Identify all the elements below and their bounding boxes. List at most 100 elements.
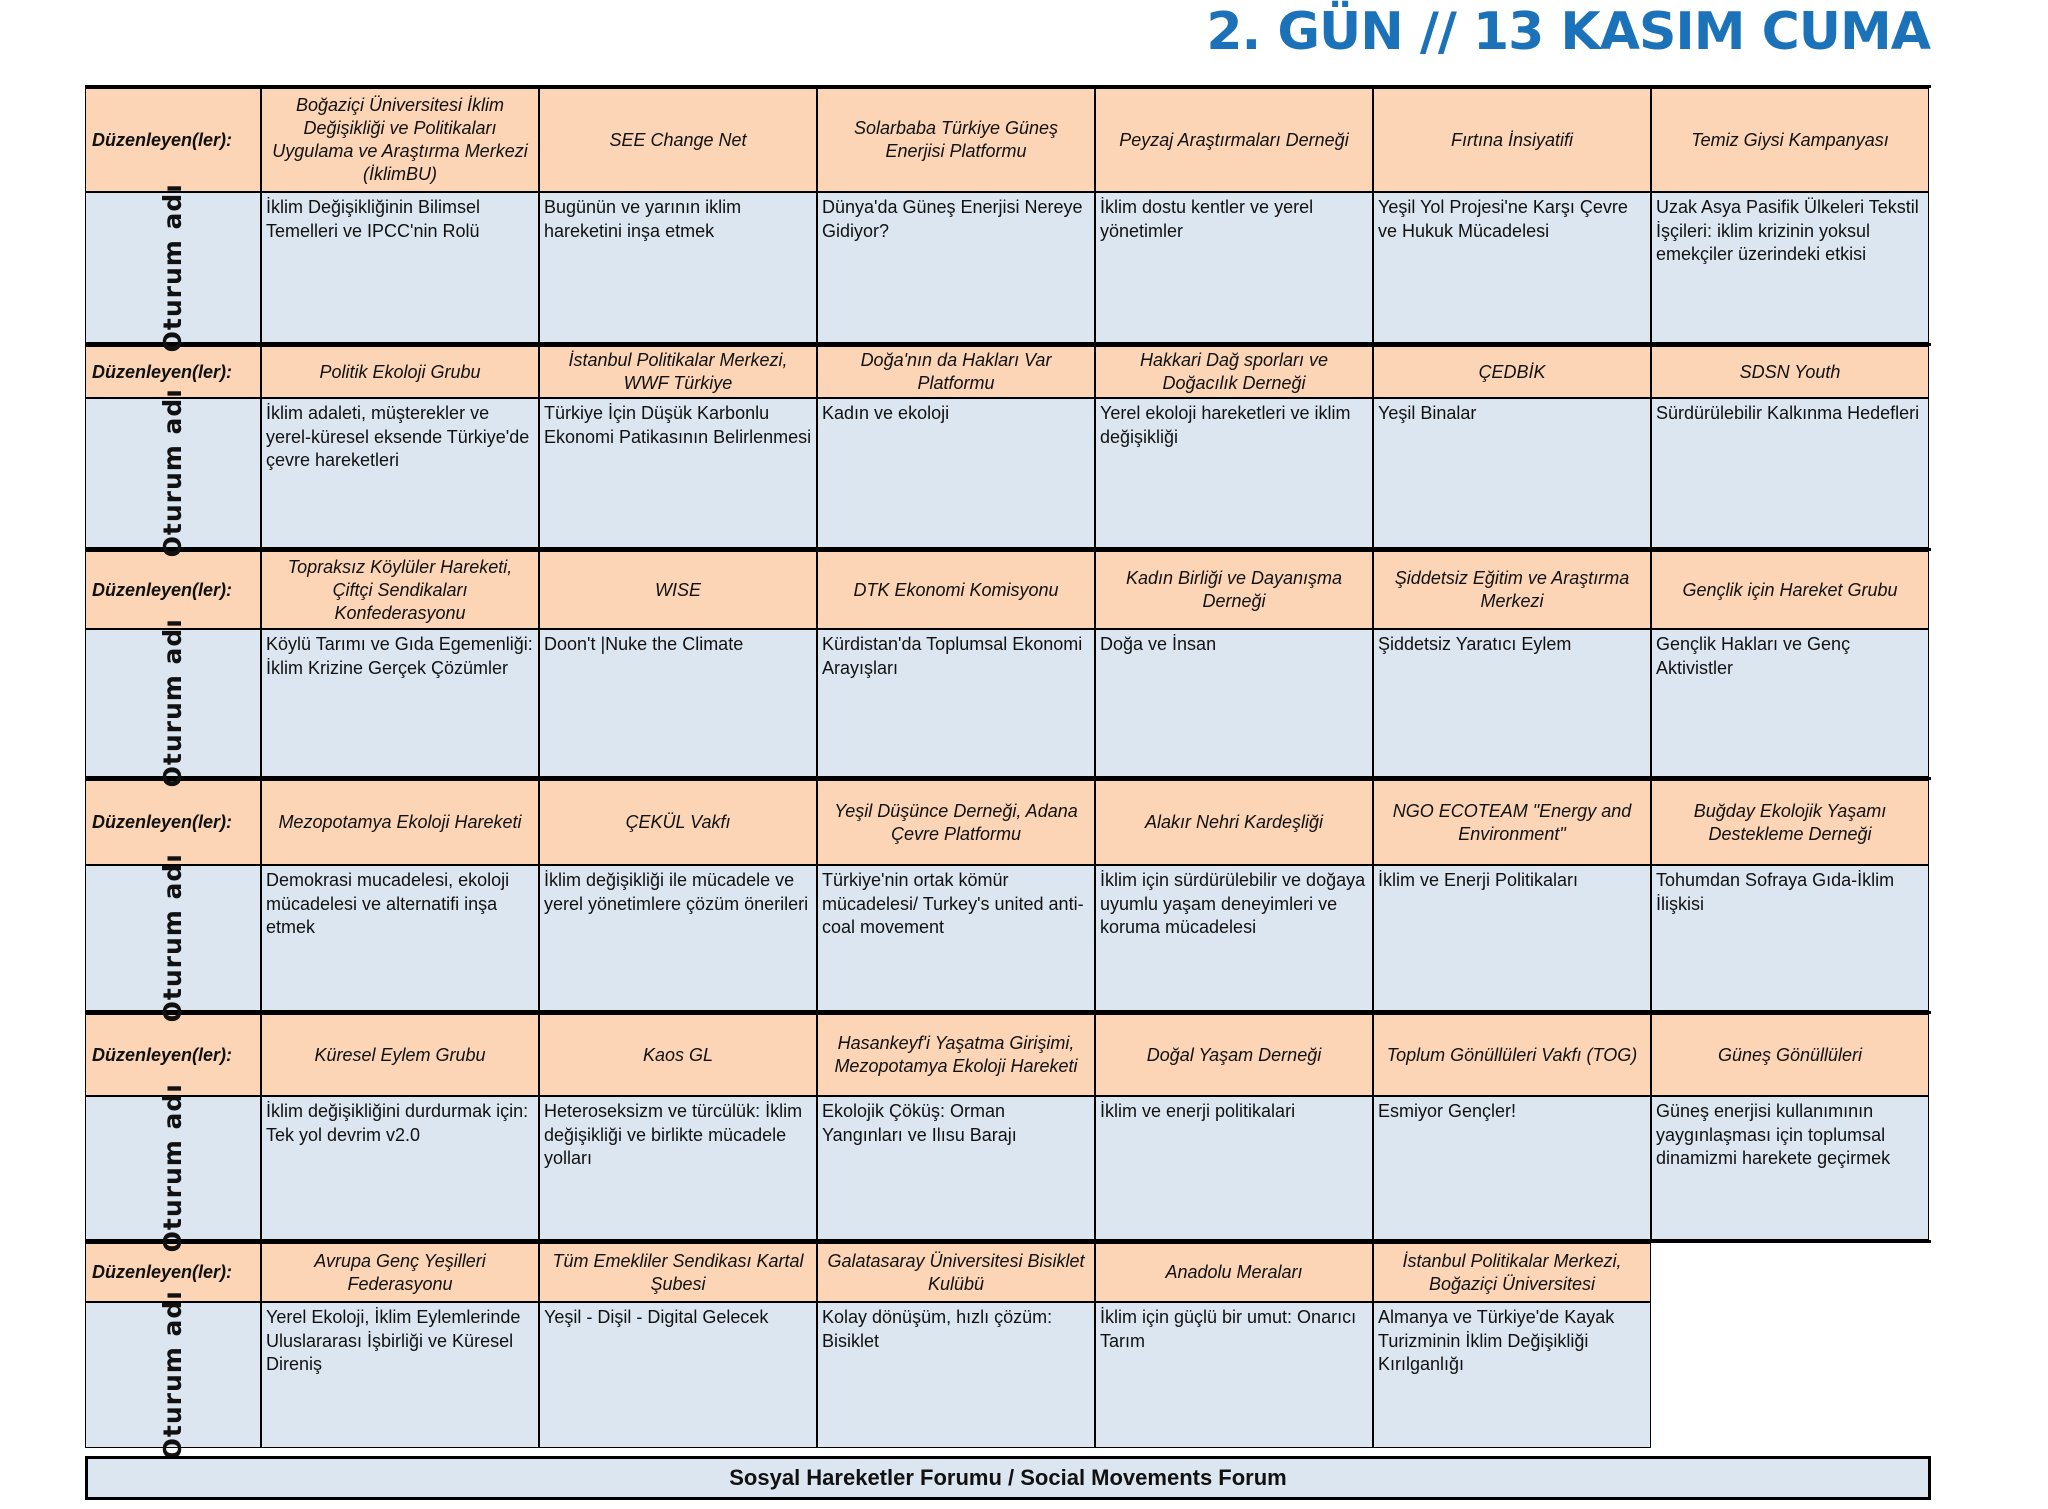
organizer-cell: Boğaziçi Üniversitesi İklim Değişikliği … bbox=[261, 88, 539, 192]
page-title: 2. GÜN // 13 KASIM CUMA bbox=[1206, 2, 1931, 62]
organizer-cell: Buğday Ekolojik Yaşamı Destekleme Derneğ… bbox=[1651, 780, 1929, 865]
session-label-text: Oturum adı bbox=[158, 853, 188, 1023]
organizer-cell: WISE bbox=[539, 551, 817, 629]
session-row: Oturum adı Yerel Ekoloji, İklim Eylemleri… bbox=[85, 1290, 1931, 1460]
organizer-cell: SEE Change Net bbox=[539, 88, 817, 192]
organizer-label: Düzenleyen(ler): bbox=[85, 780, 261, 865]
session-cell: İklim ve enerji politikalari bbox=[1095, 1096, 1373, 1240]
session-cell: Türkiye İçin Düşük Karbonlu Ekonomi Pati… bbox=[539, 398, 817, 548]
session-label-text: Oturum adı bbox=[158, 1290, 188, 1460]
session-cell: Gençlik Hakları ve Genç Aktivistler bbox=[1651, 629, 1929, 777]
session-cell: İklim adaleti, müşterekler ve yerel-küre… bbox=[261, 398, 539, 548]
organizer-label: Düzenleyen(ler): bbox=[85, 88, 261, 192]
session-cell: İklim Değişikliğinin Bilimsel Temelleri … bbox=[261, 192, 539, 343]
organizer-cell: Hasankeyf'i Yaşatma Girişimi, Mezopotamy… bbox=[817, 1014, 1095, 1096]
session-cell: Tohumdan Sofraya Gıda-İklim İlişkisi bbox=[1651, 865, 1929, 1011]
session-cell: İklim dostu kentler ve yerel yönetimler bbox=[1095, 192, 1373, 343]
organizer-cell: Solarbaba Türkiye Güneş Enerjisi Platfor… bbox=[817, 88, 1095, 192]
session-cell: İklim değişikliği ile mücadele ve yerel … bbox=[539, 865, 817, 1011]
session-row: Oturum adı İklim değişikliğini durdurmak … bbox=[85, 1083, 1931, 1253]
empty-cell bbox=[1651, 1243, 1929, 1302]
session-cell: Yeşil Binalar bbox=[1373, 398, 1651, 548]
session-cell: Yerel Ekoloji, İklim Eylemlerinde Ulusla… bbox=[261, 1302, 539, 1448]
organizer-row: Düzenleyen(ler): Avrupa Genç Yeşilleri Fe… bbox=[85, 1240, 1931, 1302]
organizer-label: Düzenleyen(ler): bbox=[85, 346, 261, 398]
organizer-row: Düzenleyen(ler): Mezopotamya Ekoloji Hare… bbox=[85, 777, 1931, 865]
session-row: Oturum adı Demokrasi mucadelesi, ekoloji … bbox=[85, 853, 1931, 1023]
organizer-cell: Yeşil Düşünce Derneği, Adana Çevre Platf… bbox=[817, 780, 1095, 865]
organizer-cell: NGO ECOTEAM "Energy and Environment" bbox=[1373, 780, 1651, 865]
organizer-cell: Galatasaray Üniversitesi Bisiklet Kulübü bbox=[817, 1243, 1095, 1302]
session-cell: Esmiyor Gençler! bbox=[1373, 1096, 1651, 1240]
session-cell: Sürdürülebilir Kalkınma Hedefleri bbox=[1651, 398, 1929, 548]
session-label: Oturum adı bbox=[85, 618, 261, 788]
session-cell: Türkiye'nin ortak kömür mücadelesi/ Turk… bbox=[817, 865, 1095, 1011]
organizer-cell: Avrupa Genç Yeşilleri Federasyonu bbox=[261, 1243, 539, 1302]
session-cell: Yeşil - Dişil - Digital Gelecek bbox=[539, 1302, 817, 1448]
session-row: Oturum adı İklim adaleti, müşterekler ve … bbox=[85, 388, 1931, 558]
session-cell: Uzak Asya Pasifik Ülkeleri Tekstil İşçil… bbox=[1651, 192, 1929, 343]
organizer-row: Düzenleyen(ler): Boğaziçi Üniversitesi İk… bbox=[85, 85, 1931, 192]
session-cell: Ekolojik Çöküş: Orman Yangınları ve Ilıs… bbox=[817, 1096, 1095, 1240]
organizer-cell: Anadolu Meraları bbox=[1095, 1243, 1373, 1302]
organizer-cell: Topraksız Köylüler Hareketi, Çiftçi Send… bbox=[261, 551, 539, 629]
organizer-cell: Kadın Birliği ve Dayanışma Derneği bbox=[1095, 551, 1373, 629]
session-cell: Yeşil Yol Projesi'ne Karşı Çevre ve Huku… bbox=[1373, 192, 1651, 343]
session-label: Oturum adı bbox=[85, 183, 261, 352]
session-cell: İklim değişikliğini durdurmak için: Tek … bbox=[261, 1096, 539, 1240]
session-cell: İklim için güçlü bir umut: Onarıcı Tarım bbox=[1095, 1302, 1373, 1448]
organizer-cell: Şiddetsiz Eğitim ve Araştırma Merkezi bbox=[1373, 551, 1651, 629]
organizer-cell: Alakır Nehri Kardeşliği bbox=[1095, 780, 1373, 865]
organizer-cell: İstanbul Politikalar Merkezi, Boğaziçi Ü… bbox=[1373, 1243, 1651, 1302]
schedule-table: Düzenleyen(ler): Boğaziçi Üniversitesi İk… bbox=[85, 85, 1931, 1460]
footer-banner: Sosyal Hareketler Forumu / Social Moveme… bbox=[85, 1456, 1931, 1500]
session-row: Oturum adı Köylü Tarımı ve Gıda Egemenli… bbox=[85, 618, 1931, 788]
organizer-cell: Küresel Eylem Grubu bbox=[261, 1014, 539, 1096]
session-label-text: Oturum adı bbox=[158, 388, 188, 558]
session-label-text: Oturum adı bbox=[158, 618, 188, 788]
session-cell: İklim ve Enerji Politikaları bbox=[1373, 865, 1651, 1011]
organizer-cell: Toplum Gönüllüleri Vakfı (TOG) bbox=[1373, 1014, 1651, 1096]
session-label-text: Oturum adı bbox=[158, 1083, 188, 1253]
session-cell: Almanya ve Türkiye'de Kayak Turizminin İ… bbox=[1373, 1302, 1651, 1448]
organizer-label: Düzenleyen(ler): bbox=[85, 1243, 261, 1302]
session-cell: Doon't |Nuke the Climate bbox=[539, 629, 817, 777]
organizer-cell: ÇEKÜL Vakfı bbox=[539, 780, 817, 865]
organizer-cell: İstanbul Politikalar Merkezi, WWF Türkiy… bbox=[539, 346, 817, 398]
empty-cell bbox=[1651, 1302, 1929, 1448]
organizer-row: Düzenleyen(ler): Topraksız Köylüler Harek… bbox=[85, 548, 1931, 629]
organizer-cell: Hakkari Dağ sporları ve Doğacılık Derneğ… bbox=[1095, 346, 1373, 398]
organizer-cell: SDSN Youth bbox=[1651, 346, 1929, 398]
organizer-cell: Mezopotamya Ekoloji Hareketi bbox=[261, 780, 539, 865]
session-cell: Kürdistan'da Toplumsal Ekonomi Arayışlar… bbox=[817, 629, 1095, 777]
session-label: Oturum adı bbox=[85, 388, 261, 558]
session-cell: Dünya'da Güneş Enerjisi Nereye Gidiyor? bbox=[817, 192, 1095, 343]
organizer-label: Düzenleyen(ler): bbox=[85, 551, 261, 629]
session-cell: Şiddetsiz Yaratıcı Eylem bbox=[1373, 629, 1651, 777]
session-cell: Güneş enerjisi kullanımının yaygınlaşmas… bbox=[1651, 1096, 1929, 1240]
session-label-text: Oturum adı bbox=[158, 182, 188, 353]
session-label: Oturum adı bbox=[85, 1083, 261, 1253]
organizer-cell: Güneş Gönüllüleri bbox=[1651, 1014, 1929, 1096]
session-label: Oturum adı bbox=[85, 853, 261, 1023]
organizer-cell: Fırtına İnsiyatifi bbox=[1373, 88, 1651, 192]
organizer-cell: Doğa'nın da Hakları Var Platformu bbox=[817, 346, 1095, 398]
organizer-row: Düzenleyen(ler): Politik Ekoloji Grubu İst… bbox=[85, 343, 1931, 398]
session-cell: İklim için sürdürülebilir ve doğaya uyum… bbox=[1095, 865, 1373, 1011]
session-label: Oturum adı bbox=[85, 1290, 261, 1460]
organizer-cell: Kaos GL bbox=[539, 1014, 817, 1096]
session-cell: Heteroseksizm ve türcülük: İklim değişik… bbox=[539, 1096, 817, 1240]
organizer-cell: Peyzaj Araştırmaları Derneği bbox=[1095, 88, 1373, 192]
session-cell: Köylü Tarımı ve Gıda Egemenliği: İklim K… bbox=[261, 629, 539, 777]
organizer-cell: Tüm Emekliler Sendikası Kartal Şubesi bbox=[539, 1243, 817, 1302]
organizer-cell: Gençlik için Hareket Grubu bbox=[1651, 551, 1929, 629]
session-cell: Kadın ve ekoloji bbox=[817, 398, 1095, 548]
organizer-cell: ÇEDBİK bbox=[1373, 346, 1651, 398]
organizer-cell: Temiz Giysi Kampanyası bbox=[1651, 88, 1929, 192]
session-cell: Bugünün ve yarının iklim hareketini inşa… bbox=[539, 192, 817, 343]
organizer-cell: DTK Ekonomi Komisyonu bbox=[817, 551, 1095, 629]
organizer-row: Düzenleyen(ler): Küresel Eylem Grubu Kaos … bbox=[85, 1011, 1931, 1096]
organizer-cell: Politik Ekoloji Grubu bbox=[261, 346, 539, 398]
organizer-cell: Doğal Yaşam Derneği bbox=[1095, 1014, 1373, 1096]
session-cell: Kolay dönüşüm, hızlı çözüm: Bisiklet bbox=[817, 1302, 1095, 1448]
